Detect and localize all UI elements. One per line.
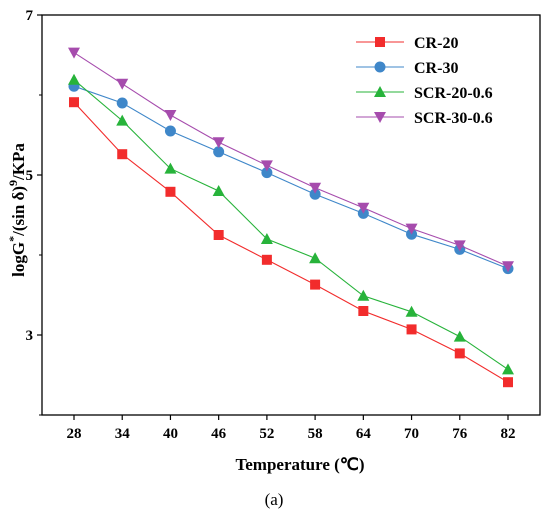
data-point [260, 160, 273, 172]
x-tick-label: 82 [501, 426, 516, 442]
x-tick-label: 28 [67, 426, 82, 442]
data-point [117, 149, 128, 160]
y-tick-label: 7 [26, 8, 34, 24]
data-point [357, 202, 370, 214]
series-line [73, 79, 509, 370]
data-point [213, 230, 224, 240]
data-point [261, 167, 273, 179]
data-point [454, 348, 465, 359]
data-point [502, 363, 514, 375]
legend-marker [375, 37, 385, 47]
data-point [357, 289, 370, 301]
data-point [260, 233, 273, 244]
data-point [309, 188, 321, 200]
y-axis-title-tail: /KPa [9, 143, 28, 181]
legend-label: SCR-20-0.6 [414, 85, 493, 102]
legend-marker [374, 61, 386, 73]
legend-marker [374, 86, 386, 97]
data-point [405, 223, 418, 235]
legend-item: CR-20 [356, 35, 458, 52]
data-point [212, 137, 225, 149]
legend-item: CR-30 [356, 60, 458, 77]
series-cr-20 [69, 97, 513, 388]
y-tick-label: 3 [26, 328, 34, 344]
y-axis-title: logG*/(sin δ)9/KPa [6, 143, 28, 277]
legend-label: SCR-30-0.6 [414, 110, 493, 127]
x-tick-label: 70 [404, 426, 419, 442]
data-point [213, 146, 225, 158]
y-axis-title-mid: /(sin δ) [9, 186, 28, 237]
data-point [503, 377, 513, 388]
legend: CR-20 CR-30 SCR-20-0.6 SCR-30-0.6 [356, 35, 493, 127]
legend-item: SCR-20-0.6 [356, 85, 493, 102]
series-scr-30-0-6 [68, 47, 514, 273]
figure-caption: (a) [265, 490, 284, 509]
y-axis-title-sup2: 9 [6, 180, 20, 186]
data-point [309, 182, 322, 194]
legend-label: CR-30 [414, 60, 458, 77]
series-line [73, 85, 509, 270]
data-point [212, 185, 225, 196]
data-point [405, 305, 418, 317]
plot-frame [41, 14, 541, 416]
data-point [502, 261, 514, 273]
data-point [164, 162, 177, 174]
data-point [68, 47, 80, 59]
y-axis-title-sup1: * [6, 236, 20, 242]
y-tick-label: 5 [26, 168, 34, 184]
data-point [116, 114, 129, 126]
axes: 28 34 40 46 52 58 64 70 76 82 3 5 7 [26, 8, 541, 442]
data-point [453, 240, 466, 252]
data-point [164, 125, 176, 137]
data-point [165, 186, 176, 197]
x-tick-label: 76 [452, 426, 468, 442]
data-point [68, 73, 80, 85]
x-tick-label: 40 [163, 426, 178, 442]
x-tick-label: 46 [211, 426, 227, 442]
data-point [309, 252, 322, 264]
series-line [73, 101, 509, 383]
data-point [406, 324, 417, 335]
data-point [310, 279, 321, 290]
x-axis-title: Temperature (℃) [235, 455, 364, 474]
series-layer [68, 47, 514, 388]
legend-marker [374, 112, 386, 123]
series-line [73, 52, 509, 267]
data-point [261, 254, 272, 265]
data-point [164, 110, 177, 121]
series-scr-20-0-6 [68, 73, 514, 375]
x-tick-label: 64 [356, 426, 372, 442]
data-point [69, 97, 79, 108]
data-point [116, 78, 129, 90]
x-tick-label: 58 [308, 426, 323, 442]
data-point [358, 306, 369, 316]
x-tick-label: 52 [259, 426, 274, 442]
series-cr-30 [68, 80, 514, 275]
data-point [116, 97, 128, 109]
x-tick-label: 34 [115, 426, 131, 442]
legend-item: SCR-30-0.6 [356, 110, 493, 127]
y-axis-title-base: logG [9, 242, 28, 277]
legend-label: CR-20 [414, 35, 458, 52]
data-point [453, 330, 466, 342]
